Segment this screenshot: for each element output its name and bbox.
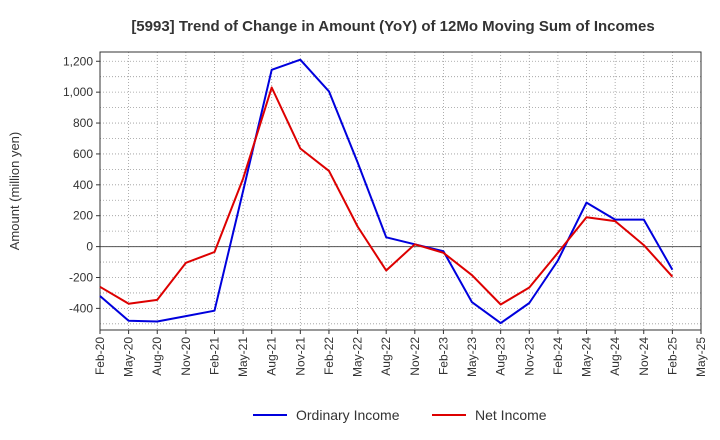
x-tick-label: May-25 [694, 337, 708, 377]
series-line-ordinary-income [99, 58, 674, 325]
x-tick-label: May-21 [236, 337, 250, 377]
y-axis: -400 -200 0 200 400 600 800 1,000 1,200 [63, 54, 100, 315]
y-tick-label: -200 [69, 270, 93, 284]
series-line-net-income [99, 86, 674, 306]
y-tick-label: 800 [73, 116, 93, 130]
y-axis-label: Amount (million yen) [7, 132, 22, 251]
y-tick-label: 0 [86, 240, 93, 254]
y-tick-label: 1,200 [63, 54, 93, 68]
x-tick-label: Nov-20 [179, 337, 193, 376]
x-tick-label: May-24 [580, 337, 594, 377]
x-tick-label: May-20 [122, 337, 136, 377]
x-tick-label: Aug-24 [608, 337, 622, 376]
y-tick-label: -400 [69, 301, 93, 315]
x-tick-label: Feb-23 [436, 337, 450, 375]
y-tick-label: 1,000 [63, 85, 93, 99]
legend-label-net-income: Net Income [475, 407, 547, 423]
x-tick-label: May-22 [351, 337, 365, 377]
x-tick-label: Nov-22 [408, 337, 422, 376]
grid-lines [99, 52, 702, 330]
x-tick-label: Nov-21 [293, 337, 307, 376]
x-tick-label: Aug-20 [150, 337, 164, 376]
x-tick-label: Feb-25 [665, 337, 679, 375]
x-tick-label: Nov-24 [637, 337, 651, 376]
legend-label-ordinary-income: Ordinary Income [296, 407, 400, 423]
series-lines [99, 58, 674, 325]
y-tick-label: 400 [73, 178, 93, 192]
y-tick-label: 600 [73, 147, 93, 161]
x-tick-label: Feb-24 [551, 337, 565, 375]
x-tick-label: May-23 [465, 337, 479, 377]
x-tick-label: Feb-22 [322, 337, 336, 375]
x-tick-label: Aug-21 [265, 337, 279, 376]
x-tick-label: Feb-21 [207, 337, 221, 375]
chart-title: [5993] Trend of Change in Amount (YoY) o… [131, 18, 654, 35]
x-tick-label: Aug-22 [379, 337, 393, 376]
x-tick-label: Feb-20 [93, 337, 107, 375]
x-tick-label: Nov-23 [522, 337, 536, 376]
x-tick-label: Aug-23 [494, 337, 508, 376]
legend: Ordinary Income Net Income [253, 407, 547, 423]
y-tick-label: 200 [73, 209, 93, 223]
plot-area [99, 51, 702, 331]
x-axis: Feb-20 May-20 Aug-20 Nov-20 Feb-21 May-21 Aug-… [93, 330, 708, 377]
